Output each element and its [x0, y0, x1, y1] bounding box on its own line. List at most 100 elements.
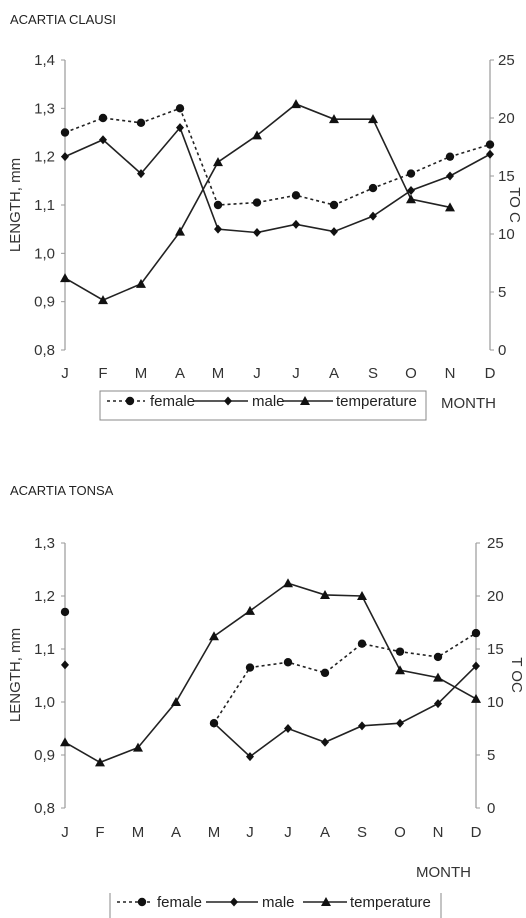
data-point-temperature	[245, 605, 255, 615]
chart-title: ACARTIA CLAUSI	[10, 12, 116, 27]
data-point-male	[176, 123, 184, 133]
legend-label-female: female	[157, 894, 202, 911]
y-tick-label: 1,0	[34, 245, 55, 262]
data-point-male	[446, 171, 454, 181]
data-point-female	[320, 668, 330, 678]
y-tick-label: 0,9	[34, 747, 55, 764]
data-point-male	[396, 718, 404, 728]
x-tick-label: J	[61, 365, 69, 382]
y-tick-label: 0,8	[34, 800, 55, 817]
data-point-temperature	[95, 757, 105, 767]
data-point-male	[407, 186, 415, 195]
data-point-male	[246, 752, 254, 762]
data-point-female	[283, 658, 293, 667]
chart-2-marks: 0,8 0,9 1,0 1,1 1,2 1,3 0 5 10 15 20 25 J F M A M J J A S O N D…	[34, 535, 504, 911]
data-point-male	[472, 661, 480, 671]
x-tick-label: D	[485, 365, 496, 382]
y-tick-label: 1,0	[34, 694, 55, 711]
data-point-male	[61, 152, 69, 162]
y2-axis-label: TO C	[506, 187, 523, 223]
y-tick-label: 1,2	[34, 588, 55, 605]
data-point-temperature	[175, 226, 185, 236]
x-tick-label: N	[445, 365, 456, 382]
data-point-female	[60, 607, 70, 617]
data-point-female	[485, 140, 495, 149]
x-tick-label: N	[433, 824, 444, 841]
y2-tick-label: 10	[498, 226, 515, 243]
x-tick-label: S	[357, 824, 367, 841]
data-point-temperature	[406, 194, 416, 204]
data-point-temperature	[133, 742, 143, 752]
data-point-male	[210, 718, 218, 728]
data-point-female	[175, 104, 185, 113]
x-tick-label: J	[284, 824, 292, 841]
data-point-female	[98, 113, 108, 123]
legend-label-male: male	[252, 393, 285, 410]
y2-tick-label: 0	[498, 342, 506, 359]
data-point-female	[395, 647, 405, 656]
y2-tick-label: 15	[498, 168, 515, 185]
legend-box	[99, 390, 427, 421]
data-point-male	[99, 135, 107, 145]
x-tick-label: A	[329, 365, 339, 382]
x-tick-label: O	[405, 365, 417, 382]
y2-tick-label: 0	[487, 800, 495, 817]
y-tick-label: 0,9	[34, 294, 55, 311]
x-tick-label: M	[208, 824, 221, 841]
x-axis-label: MONTH	[441, 395, 496, 412]
data-point-male	[292, 219, 300, 229]
x-tick-label: A	[175, 365, 185, 382]
x-tick-label: J	[61, 824, 69, 841]
data-point-female	[357, 639, 367, 648]
x-tick-label: O	[394, 824, 406, 841]
data-point-temperature	[213, 157, 223, 167]
y2-tick-label: 10	[487, 694, 504, 711]
data-point-male	[253, 228, 261, 238]
data-point-temperature	[136, 278, 146, 288]
y2-tick-label: 5	[487, 747, 495, 764]
data-point-temperature	[60, 273, 70, 283]
y-axis-label: LENGTH, mm	[7, 628, 24, 722]
data-point-male	[284, 724, 292, 733]
chart-1-marks: 0,8 0,9 1,0 1,1 1,2 1,3 1,4 0 5 10 15 20 25 J F M A M J J A S…	[34, 52, 515, 410]
series-line-temperature	[64, 582, 477, 764]
legend-label-male: male	[262, 894, 295, 911]
y-tick-label: 1,3	[34, 100, 55, 117]
data-point-female	[329, 200, 339, 210]
y2-tick-label: 15	[487, 641, 504, 658]
x-tick-label: A	[320, 824, 330, 841]
data-point-female	[291, 191, 301, 200]
legend-marker-temperature	[300, 396, 310, 405]
data-point-male	[214, 224, 222, 234]
data-point-male	[61, 660, 69, 670]
legend-marker-male	[224, 396, 232, 406]
data-point-female	[60, 128, 70, 137]
data-point-temperature	[283, 578, 293, 588]
data-point-female	[433, 652, 443, 662]
x-tick-label: F	[98, 365, 107, 382]
data-point-temperature	[445, 202, 455, 212]
data-point-temperature	[329, 114, 339, 124]
x-axis-label: MONTH	[416, 864, 471, 881]
x-tick-label: A	[171, 824, 181, 841]
data-point-temperature	[320, 589, 330, 599]
y2-axis-label: T OC	[508, 657, 525, 693]
y-tick-label: 1,3	[34, 535, 55, 552]
data-point-temperature	[171, 697, 181, 706]
legend-marker-male	[230, 897, 238, 907]
data-point-male	[321, 737, 329, 747]
data-point-temperature	[471, 693, 481, 703]
y-tick-label: 1,4	[34, 52, 55, 69]
legend-marker-temperature	[321, 897, 331, 906]
series-line-female	[213, 632, 477, 724]
series-line-female	[64, 107, 491, 206]
x-tick-label: J	[246, 824, 254, 841]
data-point-temperature	[368, 114, 378, 124]
data-point-temperature	[252, 130, 262, 140]
data-point-male	[330, 227, 338, 237]
x-tick-label: S	[368, 365, 378, 382]
data-point-female	[445, 152, 455, 161]
y-tick-label: 1,2	[34, 149, 55, 166]
data-point-female	[245, 663, 255, 672]
